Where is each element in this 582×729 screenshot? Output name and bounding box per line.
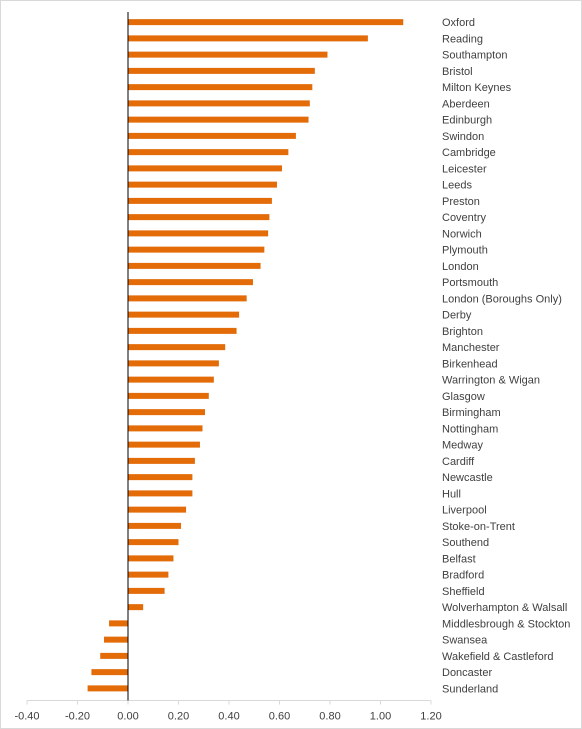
x-tick-label: -0.20: [65, 711, 90, 723]
bar-cambridge: [128, 149, 289, 156]
category-label-birmingham: Birmingham: [442, 407, 501, 419]
category-label-reading: Reading: [442, 33, 483, 45]
bar-aberdeen: [128, 100, 310, 107]
category-label-cardiff: Cardiff: [442, 456, 475, 468]
category-label-leeds: Leeds: [442, 180, 472, 192]
bar-london-boroughs-only: [128, 295, 247, 302]
bar-edinburgh: [128, 116, 309, 123]
category-label-london: London: [442, 261, 479, 273]
bar-leeds: [128, 181, 277, 188]
category-label-southampton: Southampton: [442, 50, 507, 62]
category-label-sunderland: Sunderland: [442, 683, 498, 695]
category-label-bradford: Bradford: [442, 570, 484, 582]
bar-hull: [128, 490, 193, 497]
bar-southampton: [128, 51, 328, 58]
bar-milton-keynes: [128, 84, 313, 91]
bar-swansea: [104, 636, 128, 643]
bar-plymouth: [128, 246, 265, 253]
bar-norwich: [128, 230, 269, 237]
bar-derby: [128, 311, 240, 318]
x-tick-label: 0.60: [269, 711, 290, 723]
category-label-manchester: Manchester: [442, 342, 500, 354]
x-tick-label: 0.00: [117, 711, 138, 723]
category-label-middlesbrough-and-stockton: Middlesbrough & Stockton: [442, 618, 570, 630]
x-tick-label: 0.40: [218, 711, 239, 723]
bar-wakefield-and-castleford: [100, 652, 128, 659]
x-tick-label: 0.20: [168, 711, 189, 723]
category-label-oxford: Oxford: [442, 17, 475, 29]
bar-brighton: [128, 327, 237, 334]
bar-swindon: [128, 132, 296, 139]
bar-leicester: [128, 165, 283, 172]
x-tick-label: -0.40: [14, 711, 39, 723]
x-tick-label: 1.00: [370, 711, 391, 723]
category-label-coventry: Coventry: [442, 212, 487, 224]
bar-newcastle: [128, 474, 193, 481]
category-label-sheffield: Sheffield: [442, 586, 485, 598]
bar-medway: [128, 441, 200, 448]
category-label-liverpool: Liverpool: [442, 505, 487, 517]
bar-nottingham: [128, 425, 203, 432]
category-label-belfast: Belfast: [442, 553, 476, 565]
bar-sunderland: [87, 685, 128, 692]
category-label-medway: Medway: [442, 440, 483, 452]
category-label-aberdeen: Aberdeen: [442, 98, 490, 110]
bar-bristol: [128, 67, 315, 74]
category-label-swindon: Swindon: [442, 131, 484, 143]
bar-bradford: [128, 571, 169, 578]
category-labels-group: Oxford Reading Southampton Bristol Milton Ke…: [442, 17, 570, 695]
category-label-bristol: Bristol: [442, 66, 473, 78]
bar-birkenhead: [128, 360, 219, 367]
bar-glasgow: [128, 392, 209, 399]
category-label-hull: Hull: [442, 488, 461, 500]
bar-belfast: [128, 555, 174, 562]
category-label-stoke-on-trent: Stoke-on-Trent: [442, 521, 515, 533]
bar-reading: [128, 35, 368, 42]
category-label-cambridge: Cambridge: [442, 147, 496, 159]
x-tick-label: 1.20: [420, 711, 441, 723]
bar-warrington-and-wigan: [128, 376, 214, 383]
category-label-birkenhead: Birkenhead: [442, 358, 498, 370]
category-label-swansea: Swansea: [442, 635, 488, 647]
bar-london: [128, 262, 261, 269]
category-label-warrington-and-wigan: Warrington & Wigan: [442, 375, 540, 387]
bar-oxford: [128, 19, 404, 26]
category-label-doncaster: Doncaster: [442, 667, 492, 679]
bar-coventry: [128, 214, 270, 221]
bar-birmingham: [128, 409, 206, 416]
bar-southend: [128, 539, 179, 546]
category-label-preston: Preston: [442, 196, 480, 208]
category-label-portsmouth: Portsmouth: [442, 277, 498, 289]
category-label-derby: Derby: [442, 310, 472, 322]
category-label-brighton: Brighton: [442, 326, 483, 338]
bar-manchester: [128, 344, 226, 351]
category-label-edinburgh: Edinburgh: [442, 115, 492, 127]
category-label-plymouth: Plymouth: [442, 245, 488, 257]
bar-sheffield: [128, 587, 165, 594]
category-label-glasgow: Glasgow: [442, 391, 485, 403]
x-axis-ticks-group: -0.40 -0.20 0.00 0.20 0.40 0.60 0.80 1.00 1.20: [14, 700, 442, 723]
category-label-newcastle: Newcastle: [442, 472, 493, 484]
category-label-wolverhampton-and-walsall: Wolverhampton & Walsall: [442, 602, 567, 614]
bar-cardiff: [128, 457, 195, 464]
category-label-nottingham: Nottingham: [442, 423, 498, 435]
bar-doncaster: [91, 669, 128, 676]
bar-middlesbrough-and-stockton: [109, 620, 128, 627]
bars-group: [87, 19, 404, 692]
category-label-wakefield-and-castleford: Wakefield & Castleford: [442, 651, 553, 663]
bar-stoke-on-trent: [128, 522, 182, 529]
category-label-southend: Southend: [442, 537, 489, 549]
bar-liverpool: [128, 506, 187, 513]
bar-wolverhampton-and-walsall: [128, 604, 144, 611]
category-label-leicester: Leicester: [442, 163, 487, 175]
bar-portsmouth: [128, 279, 253, 286]
category-label-london-boroughs-only: London (Boroughs Only): [442, 293, 562, 305]
x-tick-label: 0.80: [319, 711, 340, 723]
bar-preston: [128, 197, 272, 204]
category-label-norwich: Norwich: [442, 228, 482, 240]
category-label-milton-keynes: Milton Keynes: [442, 82, 512, 94]
